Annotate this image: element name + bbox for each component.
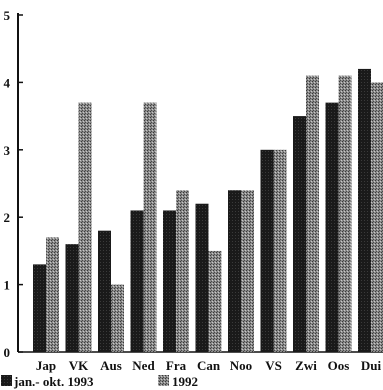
legend-swatch-series-2 — [158, 375, 169, 386]
bar-jap-series-2 — [46, 237, 59, 352]
x-tick-label: Can — [197, 358, 221, 373]
legend-label-series-2: 1992 — [172, 374, 198, 389]
bars — [33, 68, 383, 353]
bar-fra-series-2 — [176, 190, 189, 352]
bar-ned-series-1 — [130, 210, 144, 352]
bar-vs-series-1 — [260, 149, 274, 352]
bar-dui-series-2 — [371, 82, 383, 353]
x-tick-label: VK — [69, 358, 89, 373]
x-tick-label: Zwi — [295, 358, 317, 373]
legend-label-series-1: jan.- okt. 1993 — [13, 374, 94, 389]
legend-swatch-series-1 — [1, 375, 12, 386]
x-tick-label: Jap — [36, 358, 56, 373]
bar-vk-series-2 — [78, 102, 92, 353]
bar-zwi-series-2 — [306, 75, 319, 352]
bar-oos-series-1 — [325, 102, 339, 353]
bar-aus-series-2 — [111, 284, 124, 352]
x-tick-label: Dui — [361, 358, 382, 373]
y-tick-label: 2 — [4, 210, 11, 225]
y-tick-label: 0 — [4, 345, 11, 360]
bar-can-series-2 — [208, 250, 222, 352]
bar-noo-series-2 — [241, 190, 254, 352]
y-tick-label: 3 — [4, 143, 11, 158]
bar-vs-series-2 — [273, 149, 287, 352]
x-tick-label: Aus — [100, 358, 122, 373]
x-tick-label: Ned — [132, 358, 155, 373]
bar-can-series-1 — [195, 203, 209, 352]
y-tick-label: 4 — [4, 75, 11, 90]
x-tick-label: VS — [265, 358, 282, 373]
y-tick-label: 1 — [4, 278, 11, 293]
bar-ned-series-2 — [143, 102, 157, 353]
y-tick-label: 5 — [4, 8, 11, 23]
x-tick-label: Noo — [230, 358, 252, 373]
bar-vk-series-1 — [65, 244, 79, 352]
x-tick-label: Fra — [166, 358, 187, 373]
bar-fra-series-1 — [163, 210, 176, 352]
bar-aus-series-1 — [98, 230, 111, 352]
bar-zwi-series-1 — [293, 116, 306, 352]
legend: jan.- okt. 1993 1992 — [1, 374, 198, 389]
x-axis-labels: Jap VK Aus Ned Fra Can Noo VS Zwi Oos Dui — [36, 358, 382, 373]
bar-oos-series-2 — [338, 75, 352, 352]
bar-jap-series-1 — [33, 264, 46, 352]
bar-dui-series-1 — [358, 68, 371, 353]
bar-noo-series-1 — [228, 190, 241, 352]
x-tick-label: Oos — [328, 358, 350, 373]
